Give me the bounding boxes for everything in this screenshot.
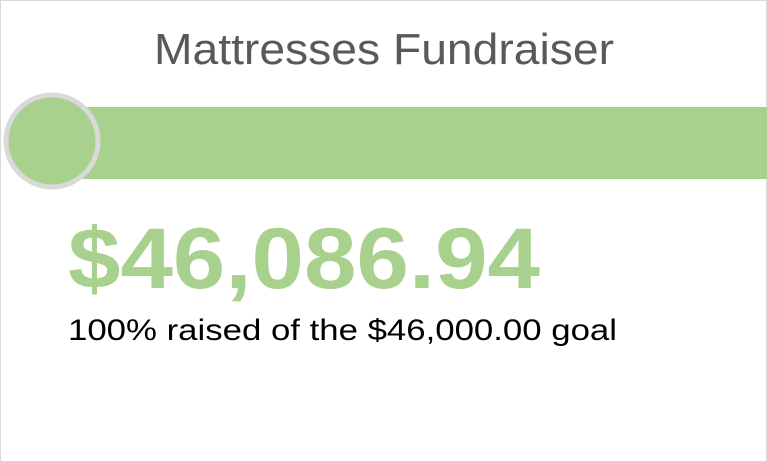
amount-raised: $46,086.94: [68, 211, 540, 307]
caption: 100% raised of the $46,000.00 goal: [68, 314, 617, 347]
progress-bar: [50, 107, 767, 179]
title: Mattresses Fundraiser: [154, 25, 614, 74]
progress-knob: [3, 92, 101, 190]
